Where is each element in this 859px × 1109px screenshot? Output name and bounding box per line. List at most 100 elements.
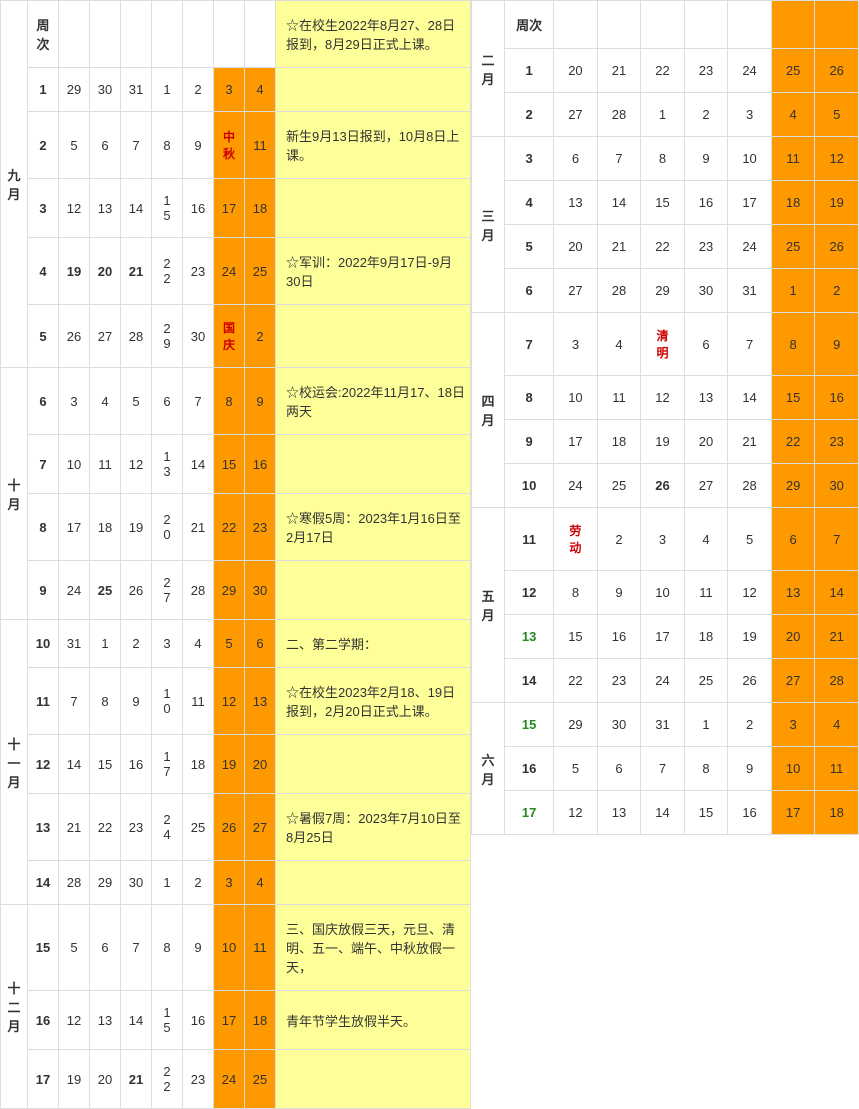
table-row: 12930311234 bbox=[1, 68, 471, 112]
day-cell: 28 bbox=[728, 464, 772, 508]
day-cell: 5 bbox=[121, 368, 152, 435]
day-cell: 27 bbox=[90, 305, 121, 368]
day-cell: 9 bbox=[815, 313, 859, 376]
day-cell: 23 bbox=[183, 1050, 214, 1109]
day-cell: 21 bbox=[59, 794, 90, 861]
day-cell: 28 bbox=[121, 305, 152, 368]
day-cell: 12 bbox=[728, 571, 772, 615]
day-cell: 21 bbox=[728, 420, 772, 464]
day-cell: 8 bbox=[214, 368, 245, 435]
day-cell: 17 bbox=[771, 791, 815, 835]
month-label: 五月 bbox=[472, 508, 505, 703]
day-cell: 8 bbox=[684, 747, 728, 791]
day-cell: 23 bbox=[245, 494, 276, 561]
table-row: 917181920212223 bbox=[472, 420, 859, 464]
day-cell: 1 bbox=[90, 620, 121, 668]
day-cell: 25 bbox=[771, 225, 815, 269]
week-number: 10 bbox=[28, 620, 59, 668]
week-number: 11 bbox=[28, 668, 59, 735]
day-cell: 14 bbox=[183, 435, 214, 494]
day-cell: 1 bbox=[152, 861, 183, 905]
day-cell: 22 bbox=[554, 659, 598, 703]
week-number: 周次 bbox=[28, 1, 59, 68]
day-cell: 21 bbox=[597, 49, 641, 93]
day-cell: 10 bbox=[152, 668, 183, 735]
day-cell: 11 bbox=[245, 112, 276, 179]
day-cell: 7 bbox=[815, 508, 859, 571]
day-cell: 12 bbox=[214, 668, 245, 735]
day-cell: 10 bbox=[728, 137, 772, 181]
day-cell: 2 bbox=[183, 861, 214, 905]
day-cell: 2 bbox=[597, 508, 641, 571]
day-cell: 12 bbox=[641, 376, 685, 420]
day-cell: 2 bbox=[684, 93, 728, 137]
day-cell: 9 bbox=[597, 571, 641, 615]
note-cell: 新生9月13日报到，10月8日上课。 bbox=[276, 112, 471, 179]
day-cell: 国庆 bbox=[214, 305, 245, 368]
table-row: 520212223242526 bbox=[472, 225, 859, 269]
day-cell: 17 bbox=[728, 181, 772, 225]
week-number: 6 bbox=[28, 368, 59, 435]
day-cell: 28 bbox=[183, 561, 214, 620]
month-label: 九月 bbox=[1, 1, 28, 368]
day-cell bbox=[214, 1, 245, 68]
note-cell: ☆在校生2022年8月27、28日报到，8月29日正式上课。 bbox=[276, 1, 471, 68]
week-number: 12 bbox=[505, 571, 554, 615]
day-cell: 7 bbox=[121, 905, 152, 991]
day-cell: 9 bbox=[684, 137, 728, 181]
month-label: 六月 bbox=[472, 703, 505, 835]
day-cell: 3 bbox=[152, 620, 183, 668]
day-cell: 11 bbox=[183, 668, 214, 735]
day-cell: 12 bbox=[815, 137, 859, 181]
week-number: 6 bbox=[505, 269, 554, 313]
table-row: 十月63456789☆校运会:2022年11月17、18日两天 bbox=[1, 368, 471, 435]
day-cell: 20 bbox=[90, 1050, 121, 1109]
day-cell: 19 bbox=[214, 735, 245, 794]
day-cell bbox=[728, 1, 772, 49]
note-cell bbox=[276, 1050, 471, 1109]
day-cell: 8 bbox=[152, 905, 183, 991]
table-row: 十二月15567891011三、国庆放假三天，元旦、清明、五一、端午、中秋放假一… bbox=[1, 905, 471, 991]
day-cell: 1 bbox=[152, 68, 183, 112]
day-cell: 16 bbox=[183, 991, 214, 1050]
table-row: 6272829303112 bbox=[472, 269, 859, 313]
day-cell: 30 bbox=[815, 464, 859, 508]
day-cell: 14 bbox=[121, 991, 152, 1050]
day-cell: 13 bbox=[90, 991, 121, 1050]
table-row: 1712131415161718 bbox=[472, 791, 859, 835]
day-cell: 26 bbox=[815, 225, 859, 269]
day-cell: 29 bbox=[641, 269, 685, 313]
day-cell: 20 bbox=[554, 225, 598, 269]
day-cell: 24 bbox=[641, 659, 685, 703]
day-cell: 25 bbox=[183, 794, 214, 861]
day-cell: 7 bbox=[641, 747, 685, 791]
day-cell: 13 bbox=[152, 435, 183, 494]
week-number: 2 bbox=[28, 112, 59, 179]
day-cell: 4 bbox=[815, 703, 859, 747]
day-cell: 17 bbox=[59, 494, 90, 561]
day-cell: 24 bbox=[554, 464, 598, 508]
day-cell: 13 bbox=[245, 668, 276, 735]
day-cell: 2 bbox=[121, 620, 152, 668]
day-cell: 14 bbox=[597, 181, 641, 225]
table-row: 1315161718192021 bbox=[472, 615, 859, 659]
table-row: 三月36789101112 bbox=[472, 137, 859, 181]
day-cell: 9 bbox=[121, 668, 152, 735]
table-left: 九月周次 ☆在校生2022年8月27、28日报到，8月29日正式上课。129303… bbox=[0, 0, 471, 1109]
day-cell: 2 bbox=[815, 269, 859, 313]
table-row: 142829301234 bbox=[1, 861, 471, 905]
day-cell: 18 bbox=[815, 791, 859, 835]
day-cell: 29 bbox=[554, 703, 598, 747]
day-cell: 26 bbox=[641, 464, 685, 508]
day-cell: 19 bbox=[728, 615, 772, 659]
day-cell: 6 bbox=[90, 112, 121, 179]
day-cell: 3 bbox=[641, 508, 685, 571]
day-cell: 3 bbox=[214, 861, 245, 905]
day-cell bbox=[59, 1, 90, 68]
week-number: 14 bbox=[28, 861, 59, 905]
note-cell bbox=[276, 561, 471, 620]
day-cell: 11 bbox=[771, 137, 815, 181]
note-cell: ☆暑假7周：2023年7月10日至8月25日 bbox=[276, 794, 471, 861]
note-cell bbox=[276, 305, 471, 368]
note-cell bbox=[276, 179, 471, 238]
